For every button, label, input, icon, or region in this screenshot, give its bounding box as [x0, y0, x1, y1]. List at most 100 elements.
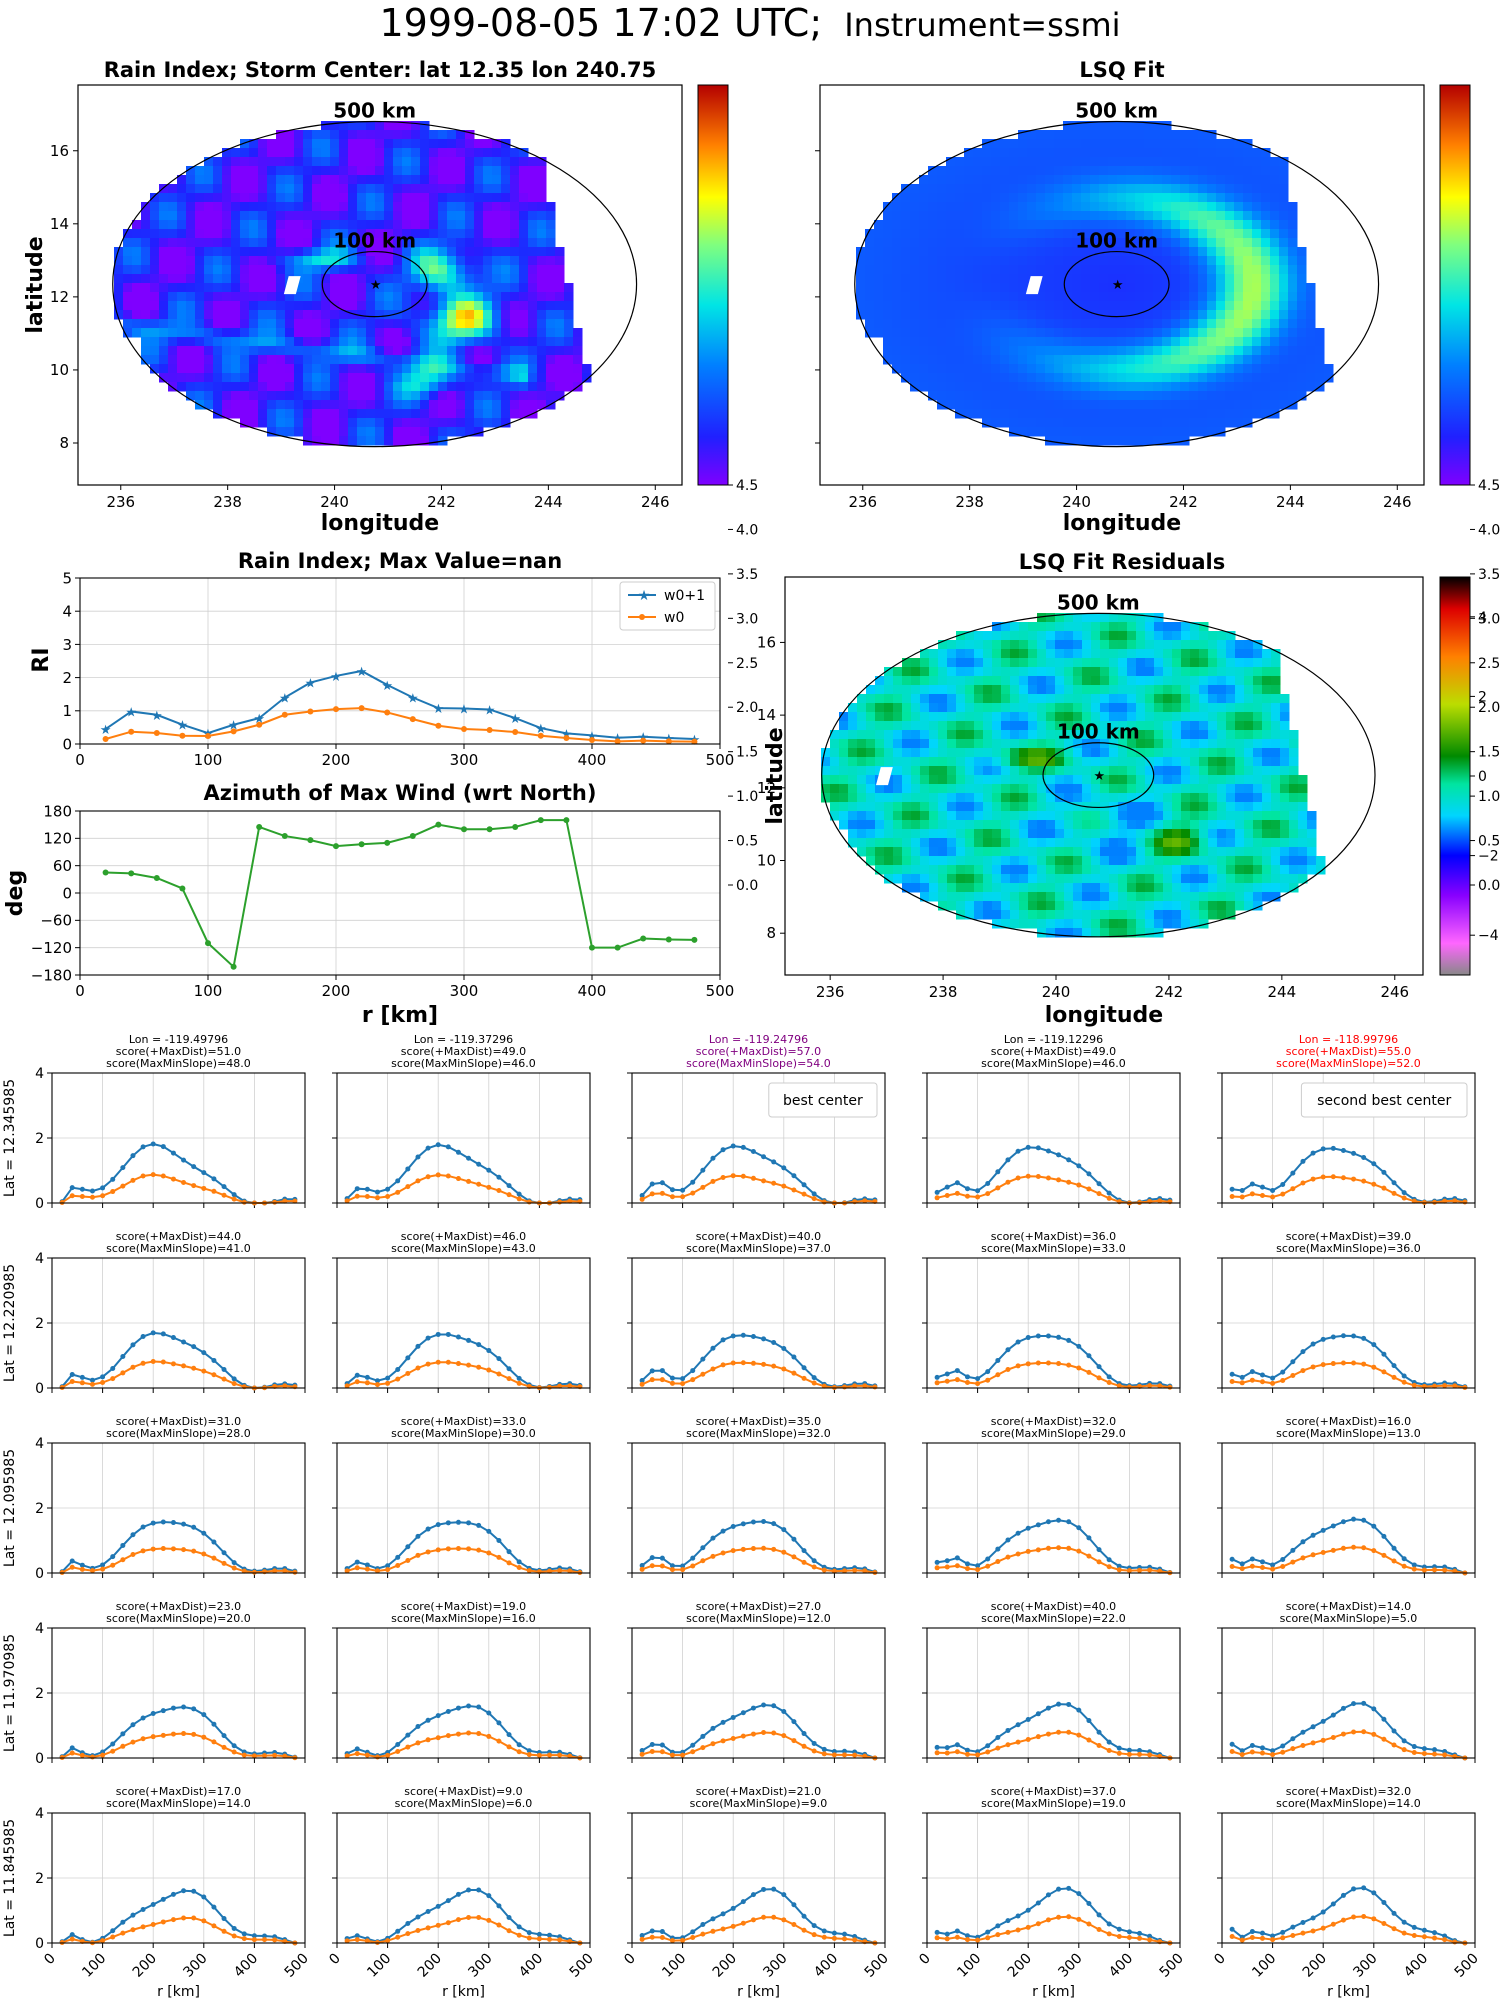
data-point [455, 1731, 461, 1737]
data-point [954, 1368, 960, 1374]
data-point [486, 727, 493, 734]
data-point [639, 1932, 645, 1938]
x-tick-label: 244 [534, 493, 563, 511]
series-line-0 [105, 669, 695, 741]
x-tick-label: 200 [130, 1951, 160, 1981]
data-point [130, 1927, 136, 1933]
data-point [1300, 1368, 1306, 1374]
data-point [181, 1157, 187, 1163]
data-point [1391, 1180, 1397, 1186]
data-point [1076, 1343, 1082, 1349]
data-point [842, 1936, 848, 1942]
data-point [750, 1519, 756, 1525]
data-point [750, 1360, 756, 1366]
data-point [344, 1568, 350, 1574]
data-point [1320, 1362, 1326, 1368]
data-point [1452, 1568, 1458, 1574]
data-point [1015, 1148, 1021, 1154]
data-point [415, 1343, 421, 1349]
data-point [1229, 1934, 1235, 1939]
data-point [445, 1733, 451, 1739]
data-point [1280, 1935, 1286, 1941]
data-point [1066, 1337, 1072, 1343]
data-point [665, 936, 672, 943]
data-point [181, 1521, 187, 1527]
data-point [1361, 1335, 1367, 1341]
data-point [934, 1189, 940, 1195]
data-point [405, 1732, 411, 1738]
data-point [1259, 1192, 1265, 1198]
data-point [1066, 1729, 1072, 1735]
data-point [1270, 1566, 1276, 1572]
data-point [954, 1180, 960, 1186]
data-point [1086, 1186, 1092, 1192]
data-point [435, 1713, 441, 1719]
data-point [659, 1555, 665, 1561]
data-point [1442, 1752, 1448, 1758]
data-point [435, 821, 442, 828]
subplot-xlabel: r [km] [1032, 1984, 1075, 2000]
data-point [934, 1935, 940, 1941]
score-subplot-r0-c4: Lon = -118.99796score(+MaxDist)=55.0scor… [1217, 1033, 1476, 1208]
data-point [516, 1559, 522, 1565]
data-point [150, 1172, 156, 1178]
data-point-star: ★ [228, 719, 240, 734]
colorbar-tick-label: 4.0 [736, 522, 758, 538]
data-point [761, 1519, 767, 1525]
data-point [120, 1183, 126, 1189]
data-point [1300, 1919, 1306, 1925]
data-point [384, 709, 391, 716]
data-point [964, 1561, 970, 1567]
data-point [665, 738, 672, 745]
data-point [526, 1930, 532, 1936]
data-point [1421, 1927, 1427, 1933]
data-point [333, 843, 339, 850]
data-point [691, 936, 698, 943]
data-point [1351, 1150, 1357, 1156]
radius-100km-label: 100 km [333, 229, 416, 253]
subplot-title-line: score(MaxMinSlope)=9.0 [690, 1797, 828, 1810]
radius-100km-circle [1063, 250, 1170, 318]
y-tick-label: 2 [35, 1316, 44, 1332]
data-point [761, 1702, 767, 1708]
data-point [1351, 1360, 1357, 1366]
data-point [425, 1549, 431, 1555]
data-point [1076, 1548, 1082, 1554]
data-point [354, 1751, 360, 1757]
colorbar-tick-label: 4.0 [1478, 522, 1500, 538]
x-tick-label: 500 [706, 751, 735, 769]
data-point [700, 1931, 706, 1937]
data-point [730, 1905, 736, 1911]
data-point [730, 1360, 736, 1366]
data-point [1137, 1930, 1143, 1936]
colorbar-tick-label: 1.5 [1478, 745, 1500, 761]
data-point [516, 1191, 522, 1197]
data-point [181, 1731, 187, 1737]
data-point [821, 1199, 827, 1205]
data-point [791, 1922, 797, 1928]
data-point [1310, 1341, 1316, 1347]
data-point [272, 1937, 278, 1943]
data-point [486, 1710, 492, 1716]
data-point [526, 1752, 532, 1758]
data-point [466, 1887, 472, 1893]
data-point [985, 1556, 991, 1562]
data-point [506, 1549, 512, 1555]
data-point [496, 1922, 502, 1928]
data-point [669, 1187, 675, 1193]
data-point [358, 841, 365, 848]
data-point [1432, 1930, 1438, 1936]
data-point [170, 1361, 176, 1367]
data-point [354, 1937, 360, 1943]
x-tick-label: 400 [578, 751, 607, 769]
data-point [1361, 1517, 1367, 1523]
x-tick-label: 100 [364, 1951, 394, 1981]
data-point [292, 1198, 298, 1204]
data-point [1229, 1741, 1235, 1747]
data-point [1035, 1547, 1041, 1553]
data-point [170, 1176, 176, 1182]
data-point [69, 1185, 75, 1191]
lsq-fit-map-title: LSQ Fit [1079, 58, 1164, 82]
data-point [160, 1546, 166, 1552]
data-point [150, 1520, 156, 1526]
